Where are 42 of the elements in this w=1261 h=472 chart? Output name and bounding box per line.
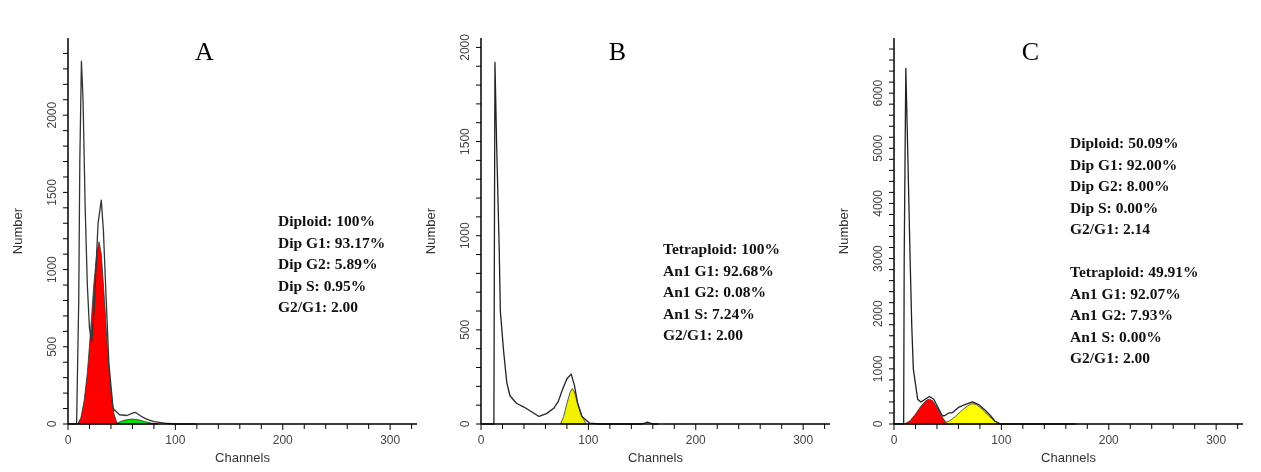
y-tick-label: 0 (871, 420, 885, 428)
x-tick-label: 300 (380, 433, 401, 447)
y-tick-label: 1000 (45, 255, 59, 283)
chart-title: C (1021, 37, 1040, 66)
y-tick-label: 3000 (871, 244, 885, 272)
y-tick-label: 2000 (871, 300, 885, 328)
y-tick-label: 1000 (458, 222, 472, 250)
y-tick-label: 0 (45, 420, 59, 428)
x-tick-label: 100 (991, 433, 1012, 447)
annotation: Diploid: 50.09% Dip G1: 92.00% Dip G2: 8.00% Dip S: 0.00% G2/G1: 2.14 (1070, 134, 1179, 237)
chart-title: A (195, 37, 215, 66)
y-axis-title: Number (10, 207, 25, 255)
y-tick-label: 1500 (45, 178, 59, 206)
x-tick-label: 200 (1098, 433, 1120, 447)
y-tick-label: 500 (45, 336, 59, 357)
chart-title: B (608, 37, 627, 66)
x-tick-label: 0 (64, 433, 72, 447)
y-tick-label: 1500 (458, 127, 472, 155)
y-axis-title: Number (836, 207, 851, 255)
x-tick-label: 200 (272, 433, 294, 447)
y-tick-label: 6000 (871, 79, 885, 107)
y-tick-label: 4000 (871, 189, 885, 217)
x-tick-label: 300 (793, 433, 814, 447)
x-tick-label: 0 (477, 433, 485, 447)
x-axis-title: Channels (1041, 450, 1097, 465)
x-axis-title: Channels (628, 450, 684, 465)
y-tick-label: 2000 (45, 101, 59, 129)
annotation: Tetraploid: 49.91% An1 G1: 92.07% An1 G2: 7.93% An1 S: 0.00% G2/G1: 2.00 (1070, 263, 1199, 366)
y-tick-label: 2000 (458, 33, 472, 61)
y-tick-label: 5000 (871, 134, 885, 162)
y-tick-label: 0 (458, 420, 472, 428)
annotation: Tetraploid: 100% An1 G1: 92.68% An1 G2: 0.08% An1 S: 7.24% G2/G1: 2.00 (663, 240, 780, 343)
annotation: Diploid: 100% Dip G1: 93.17% Dip G2: 5.89% Dip S: 0.95% G2/G1: 2.00 (278, 212, 386, 315)
x-tick-label: 100 (165, 433, 186, 447)
x-tick-label: 300 (1206, 433, 1227, 447)
x-tick-label: 200 (685, 433, 707, 447)
x-tick-label: 0 (890, 433, 898, 447)
x-axis-title: Channels (215, 450, 271, 465)
y-axis-title: Number (423, 207, 438, 255)
y-tick-label: 1000 (871, 355, 885, 383)
y-tick-label: 500 (458, 319, 472, 340)
x-tick-label: 100 (578, 433, 599, 447)
